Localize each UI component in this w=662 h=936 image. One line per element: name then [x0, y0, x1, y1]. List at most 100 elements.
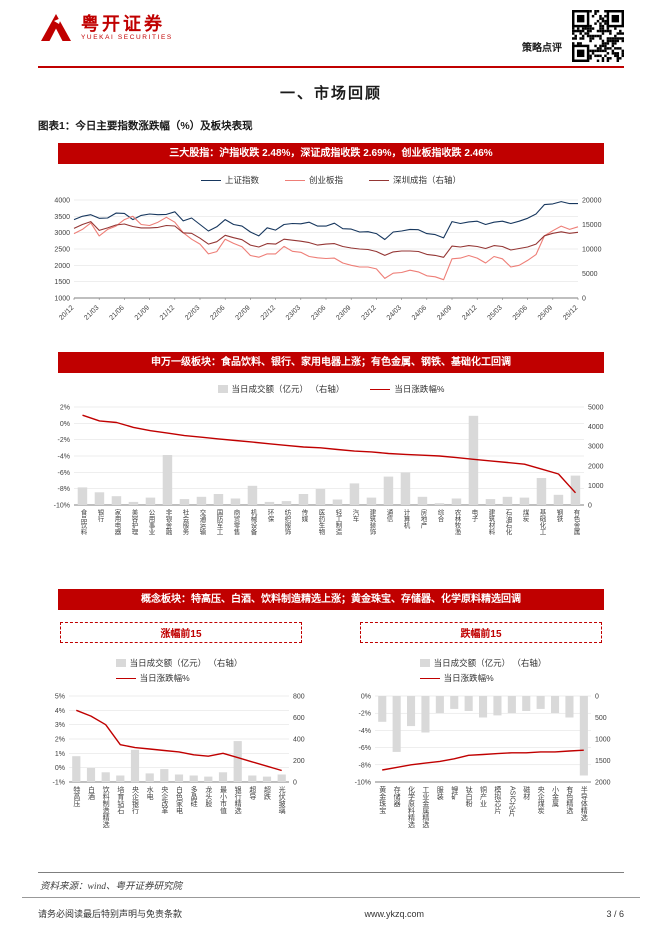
svg-text:特高压: 特高压	[73, 785, 81, 808]
svg-text:公用事业: 公用事业	[147, 509, 155, 535]
svg-text:饮料制造精选: 饮料制造精选	[102, 785, 110, 829]
svg-text:4000: 4000	[54, 198, 70, 205]
svg-text:白色家电: 白色家电	[176, 785, 184, 814]
svg-text:2000: 2000	[588, 463, 604, 470]
svg-text:25/12: 25/12	[562, 304, 579, 321]
svg-text:25/06: 25/06	[512, 304, 529, 321]
svg-text:-6%: -6%	[359, 745, 371, 752]
svg-text:磁材: 磁材	[523, 785, 531, 800]
chinext-line-swatch	[284, 179, 305, 181]
svg-text:23/03: 23/03	[285, 304, 302, 321]
losers-turnover-label: 当日成交额（亿元） （右轴）	[433, 658, 547, 668]
svg-text:有色精选: 有色精选	[566, 785, 574, 815]
losers-column: 当日成交额（亿元） （右轴） 当日涨跌幅% -10% -8% -6% -4% -2% 0%…	[342, 649, 624, 858]
svg-text:20000: 20000	[582, 198, 602, 205]
svg-text:21/06: 21/06	[108, 304, 125, 321]
svg-text:0: 0	[595, 694, 599, 701]
svg-text:超跌: 超跌	[264, 785, 272, 801]
banner-sectors: 申万一级板块：食品饮料、银行、家用电器上涨；有色金属、钢铁、基础化工回调	[58, 352, 604, 373]
svg-text:1%: 1%	[55, 751, 65, 758]
svg-text:ASIC芯片: ASIC芯片	[508, 786, 516, 817]
footer-site-link[interactable]: www.ykzq.com	[364, 908, 424, 919]
svg-text:锂矿: 锂矿	[451, 785, 459, 801]
svg-text:化学原料精选: 化学原料精选	[408, 785, 416, 829]
page-number: 3 / 6	[606, 908, 624, 919]
svg-text:1500: 1500	[595, 758, 611, 765]
svg-text:铜产业: 铜产业	[480, 785, 488, 807]
svg-text:200: 200	[293, 758, 305, 765]
sector-combo-chart: -10% -8% -6% -4% -2% 0% 2% 0 1000 2000 3000 4000 500…	[54, 405, 604, 537]
change-line-swatch	[115, 677, 136, 679]
svg-text:龙头股: 龙头股	[205, 785, 213, 808]
logo-name-en: YUEKAI SECURITIES	[81, 34, 173, 41]
qr-code	[572, 10, 624, 62]
svg-text:超导: 超导	[249, 785, 256, 800]
svg-text:轻工制造: 轻工制造	[334, 508, 342, 537]
svg-text:汽车: 汽车	[351, 508, 359, 524]
svg-text:社会服务: 社会服务	[181, 508, 189, 537]
svg-text:农林牧渔: 农林牧渔	[453, 508, 461, 537]
svg-text:存储器: 存储器	[393, 785, 401, 808]
svg-text:白酒: 白酒	[88, 785, 96, 801]
index-chart-legend: 上证指数 创业板指 深圳成指（右轴）	[38, 174, 624, 186]
svg-text:20/12: 20/12	[58, 304, 75, 321]
svg-text:500: 500	[595, 715, 607, 722]
svg-text:美容护理: 美容护理	[130, 508, 138, 536]
svg-text:2500: 2500	[54, 247, 70, 254]
svg-text:24/06: 24/06	[411, 304, 428, 321]
legend-change-label: 当日涨跌幅%	[394, 384, 445, 394]
concept-boxes: 涨幅前15 跌幅前15	[60, 622, 602, 643]
svg-text:食品饮料: 食品饮料	[79, 508, 87, 537]
svg-text:0%: 0%	[60, 421, 70, 428]
gainers-change-label: 当日涨跌幅%	[139, 673, 190, 683]
svg-text:通信: 通信	[385, 508, 393, 524]
svg-text:1000: 1000	[54, 296, 70, 303]
svg-text:2%: 2%	[60, 405, 70, 412]
change-line-swatch	[419, 677, 440, 679]
svg-text:25/03: 25/03	[486, 304, 503, 321]
svg-text:培育钻石: 培育钻石	[117, 785, 125, 815]
gainers-legend: 当日成交额（亿元） （右轴） 当日涨跌幅%	[115, 657, 242, 684]
legend-change: 当日涨跌幅%	[370, 383, 444, 395]
source-note: 资料来源：wind、粤开证券研究院	[38, 872, 624, 898]
svg-text:煤炭: 煤炭	[521, 508, 529, 524]
svg-text:3000: 3000	[54, 230, 70, 237]
svg-text:400: 400	[293, 737, 305, 744]
figure-caption: 图表1：今日主要指数涨跌幅（%）及板块表现	[38, 120, 253, 132]
losers-legend-change: 当日涨跌幅%	[419, 672, 494, 684]
legend-turnover: 当日成交额（亿元） （右轴）	[217, 383, 344, 395]
svg-text:25/09: 25/09	[537, 304, 554, 321]
svg-text:模拟芯片: 模拟芯片	[494, 785, 502, 815]
doc-type-label: 策略点评	[522, 43, 562, 54]
svg-text:环保: 环保	[266, 509, 274, 524]
svg-text:2000: 2000	[54, 263, 70, 270]
svg-text:-1%: -1%	[53, 780, 65, 787]
svg-text:-6%: -6%	[58, 470, 70, 477]
svg-text:-2%: -2%	[359, 711, 371, 718]
footer-disclaimer: 请务必阅读最后特别声明与免责条款	[38, 909, 183, 919]
turnover-bar-swatch	[115, 659, 126, 667]
svg-text:基础化工: 基础化工	[538, 508, 546, 536]
svg-text:多晶硅: 多晶硅	[190, 785, 198, 807]
logo: 粤开证券 YUEKAI SECURITIES	[38, 10, 173, 46]
losers-legend: 当日成交额（亿元） （右轴） 当日涨跌幅%	[419, 657, 547, 684]
banner-indices: 三大股指：沪指收跌 2.48%，深证成指收跌 2.69%，创业板指收跌 2.46…	[58, 143, 604, 164]
svg-text:22/03: 22/03	[184, 304, 201, 321]
svg-text:800: 800	[293, 694, 305, 701]
banner-concepts: 概念板块：特高压、白酒、饮料制造精选上涨；黄金珠宝、存储器、化学原料精选回调	[58, 589, 604, 610]
legend-chinext: 创业板指	[284, 174, 343, 186]
svg-text:24/03: 24/03	[386, 304, 403, 321]
gainers-legend-change: 当日涨跌幅%	[115, 672, 190, 684]
page-footer: 请务必阅读最后特别声明与免责条款 www.ykzq.com 3 / 6	[22, 897, 640, 936]
concept-charts: 当日成交额（亿元） （右轴） 当日涨跌幅% -1% 0% 1% 2% 3% 4% 5% 0 20…	[38, 649, 624, 858]
legend-sse-label: 上证指数	[224, 175, 259, 185]
svg-text:3000: 3000	[588, 444, 604, 451]
svg-text:-4%: -4%	[359, 728, 371, 735]
svg-text:钛白粉: 钛白粉	[465, 785, 473, 808]
svg-text:交通运输: 交通运输	[198, 508, 206, 537]
svg-text:3500: 3500	[54, 214, 70, 221]
svg-text:银行精选: 银行精选	[234, 785, 242, 815]
svg-text:0%: 0%	[55, 765, 65, 772]
svg-text:4%: 4%	[55, 708, 65, 715]
svg-text:10000: 10000	[582, 247, 602, 254]
